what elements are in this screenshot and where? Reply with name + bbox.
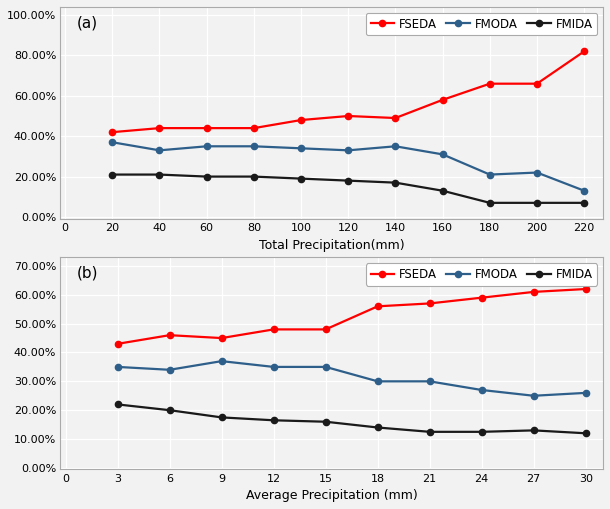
X-axis label: Total Precipitation(mm): Total Precipitation(mm) xyxy=(259,239,404,252)
FSEDA xyxy=(109,129,116,135)
FSEDA xyxy=(392,115,399,121)
FMIDA xyxy=(114,402,121,408)
FMODA xyxy=(203,143,210,149)
Legend: FSEDA, FMODA, FMIDA: FSEDA, FMODA, FMIDA xyxy=(366,13,597,35)
FMODA xyxy=(114,364,121,370)
FMIDA xyxy=(439,188,447,194)
FSEDA xyxy=(322,326,329,332)
FMIDA xyxy=(426,429,433,435)
FMIDA xyxy=(166,407,173,413)
Line: FSEDA: FSEDA xyxy=(115,286,589,347)
FMODA xyxy=(322,364,329,370)
FMODA xyxy=(156,147,163,153)
FMIDA xyxy=(270,417,278,423)
Line: FMODA: FMODA xyxy=(115,358,589,399)
FMODA xyxy=(581,188,588,194)
FMIDA xyxy=(478,429,486,435)
FMODA xyxy=(486,172,493,178)
FSEDA xyxy=(582,286,589,292)
FSEDA xyxy=(486,80,493,87)
FSEDA xyxy=(270,326,278,332)
FMODA xyxy=(478,387,486,393)
FMODA xyxy=(166,367,173,373)
FMIDA xyxy=(374,425,381,431)
FMIDA xyxy=(297,176,304,182)
FSEDA xyxy=(297,117,304,123)
FSEDA xyxy=(581,48,588,54)
FSEDA xyxy=(530,289,537,295)
FMODA xyxy=(374,378,381,384)
FMODA xyxy=(109,139,116,145)
FMIDA xyxy=(109,172,116,178)
FMIDA xyxy=(581,200,588,206)
FMIDA xyxy=(533,200,540,206)
FSEDA xyxy=(156,125,163,131)
Line: FMIDA: FMIDA xyxy=(115,401,589,436)
FMODA xyxy=(297,145,304,151)
FSEDA xyxy=(166,332,173,338)
FMODA xyxy=(530,393,537,399)
FMODA xyxy=(582,390,589,396)
FMODA xyxy=(533,169,540,176)
FMIDA xyxy=(322,419,329,425)
FSEDA xyxy=(533,80,540,87)
FMIDA xyxy=(345,178,352,184)
FMIDA xyxy=(582,430,589,436)
FMODA xyxy=(345,147,352,153)
FSEDA xyxy=(374,303,381,309)
FMIDA xyxy=(250,174,257,180)
FMIDA xyxy=(156,172,163,178)
Line: FSEDA: FSEDA xyxy=(109,48,587,135)
FSEDA xyxy=(478,295,486,301)
FMIDA xyxy=(486,200,493,206)
FSEDA xyxy=(426,300,433,306)
Text: (a): (a) xyxy=(77,15,98,31)
FSEDA xyxy=(218,335,225,341)
FMIDA xyxy=(530,428,537,434)
Line: FMODA: FMODA xyxy=(109,139,587,194)
FMODA xyxy=(439,151,447,157)
Legend: FSEDA, FMODA, FMIDA: FSEDA, FMODA, FMIDA xyxy=(366,263,597,286)
FMODA xyxy=(392,143,399,149)
FMIDA xyxy=(218,414,225,420)
Line: FMIDA: FMIDA xyxy=(109,172,587,206)
FMODA xyxy=(218,358,225,364)
Text: (b): (b) xyxy=(77,266,98,281)
FSEDA xyxy=(439,97,447,103)
FSEDA xyxy=(345,113,352,119)
FMIDA xyxy=(392,180,399,186)
FMODA xyxy=(426,378,433,384)
FSEDA xyxy=(114,341,121,347)
FMIDA xyxy=(203,174,210,180)
FMODA xyxy=(250,143,257,149)
FSEDA xyxy=(203,125,210,131)
FMODA xyxy=(270,364,278,370)
X-axis label: Average Precipitation (mm): Average Precipitation (mm) xyxy=(246,489,418,502)
FSEDA xyxy=(250,125,257,131)
